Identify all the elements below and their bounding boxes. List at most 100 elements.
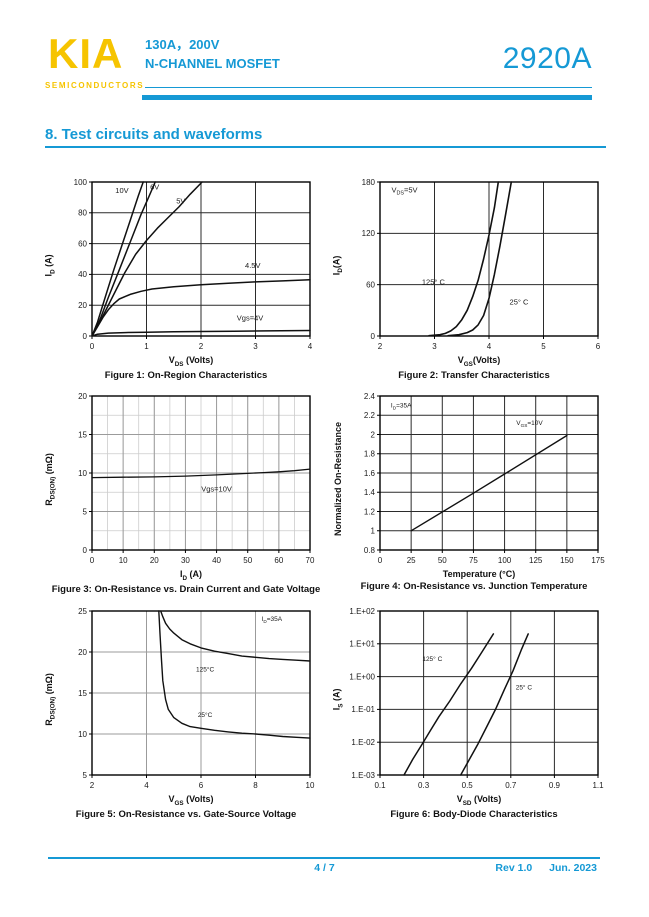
series-125-c [160,610,311,662]
x-tick-label: 75 [469,556,478,565]
y-tick-label: 20 [78,301,87,310]
curve-label-i-d-35a: ID=35A [262,616,283,624]
y-tick-label: 40 [78,270,87,279]
x-tick-label: 50 [243,556,252,565]
y-tick-label: 0 [83,332,88,341]
y-tick-label: 60 [366,280,375,289]
x-tick-label: 1 [144,342,149,351]
x-tick-label: 10 [119,556,128,565]
series-vgs-4-5v [91,279,311,337]
x-tick-label: 4 [487,342,492,351]
figure-6-canvas: 0.1 0.3 0.5 0.7 0.9 1.1 1.E+02 1.E+01 1.E+00 1.E-… [349,607,604,790]
x-tick-label: 0.1 [374,781,386,790]
y-tick-label: 1.2 [364,507,376,516]
kia-logo-subtitle: SEMICONDUCTORS [45,81,145,90]
figure-4-y-axis-text: Normalized On-Resistance [333,421,344,537]
x-tick-label: 0.3 [418,781,430,790]
figure-6-caption: Figure 6: Body-Diode Characteristics [390,808,558,820]
y-tick-label: 10 [78,730,87,739]
figure-5-x-axis-label: VGS (Volts) [168,794,214,807]
section-title: 8. Test circuits and waveforms [45,126,263,143]
series-vgs-5v [91,181,203,337]
x-tick-label: 2 [199,342,204,351]
figure-3-x-axis-label: ID (A) [179,569,203,582]
y-tick-label: 1.E-02 [351,738,375,747]
part-number: 2920A [502,42,592,75]
y-tick-label: 1 [371,527,376,536]
revision-date: Jun. 2023 [549,862,597,874]
y-tick-label: 180 [362,178,376,187]
x-tick-label: 50 [438,556,447,565]
figure-4-canvas: 0 25 50 75 100 125 150 175 0.8 1 1.2 1.4 1.6 1.8 2 2.2 2… [364,392,605,565]
figure-2-x-axis-label: VGS(Volts) [457,355,501,368]
y-tick-label: 2 [371,430,376,439]
curve-label-6v: 6V [150,183,159,192]
y-tick-label: 2.2 [364,411,376,420]
series-normalized-rdson [410,434,568,532]
figure-5-y-axis-label: RDS(ON) (mΩ) [42,605,58,793]
x-tick-label: 6 [596,342,601,351]
curve-label-125-c: 125° C [422,655,442,663]
x-tick-label: 8 [253,781,258,790]
curve-label-4-5v: 4.5V [245,261,260,270]
figure-5-y-axis-text: RDS(ON) (mΩ) [43,672,57,726]
footer-rule [48,857,600,859]
x-tick-label: 4 [308,342,313,351]
figure-1: ID (A) 0 1 2 3 4 0 20 40 60 80 100 10V 6V 5V 4.5V Vgs=4… [42,176,324,381]
figure-2: ID(A) 2 3 4 5 6 0 60 120 180 VDS=5V 125° C 25° C VG… [330,176,612,381]
x-tick-label: 0 [90,342,95,351]
series-vgs-10v [91,181,144,337]
x-tick-label: 30 [181,556,190,565]
x-tick-label: 0.5 [462,781,474,790]
figure-3-plot: 0 10 20 30 40 50 60 70 0 5 10 15 20 Vgs=10V [58,390,318,568]
revision-info: Rev 1.0 Jun. 2023 [495,862,597,874]
x-tick-label: 0.7 [505,781,517,790]
figure-1-x-axis-label: VDS (Volts) [168,355,214,368]
figure-5-plot: 2 4 6 8 10 5 10 15 20 25 ID=35A 125°C 25°C [58,605,318,793]
series-vgs-4v [91,329,311,337]
y-tick-label: 0 [371,332,376,341]
header-rule-thin [145,87,592,88]
figure-1-y-axis-label: ID (A) [42,176,58,354]
figure-4-caption: Figure 4: On-Resistance vs. Junction Tem… [360,581,588,592]
y-tick-label: 120 [362,229,376,238]
x-tick-label: 25 [407,556,416,565]
series-25-c [447,181,513,337]
curve-label-25-c: 25° C [510,297,529,306]
x-tick-label: 2 [378,342,383,351]
figure-2-plot: 2 3 4 5 6 0 60 120 180 VDS=5V 125° C 25° C [346,176,606,354]
figure-6-plot-border [379,610,599,776]
y-tick-label: 0 [83,546,88,555]
figure-3-y-axis-label: RDS(ON) (mΩ) [42,390,58,568]
y-tick-label: 60 [78,239,87,248]
figure-5-caption: Figure 5: On-Resistance vs. Gate-Source … [75,808,297,820]
page-number: 4 / 7 [314,862,335,874]
figure-3-plot-border [91,395,311,551]
device-rating: 130A，200V [145,37,220,52]
x-tick-label: 125 [529,556,543,565]
series-25-c [158,610,311,739]
y-tick-label: 1.4 [364,488,376,497]
x-tick-label: 70 [306,556,315,565]
revision-label: Rev 1.0 [495,862,533,874]
device-spec: 130A，200V N-CHANNEL MOSFET [145,36,280,74]
x-tick-label: 3 [253,342,258,351]
kia-logo: KIA [48,30,124,77]
series-25-c [459,633,529,776]
figure-4: Normalized On-Resistance 0 25 50 75 100 125 15… [330,390,612,592]
figure-5-canvas: 2 4 6 8 10 5 10 15 20 25 ID=35A 125°C 25°C [78,607,315,790]
y-tick-label: 20 [78,648,87,657]
y-tick-label: 1.E+00 [349,672,375,681]
figure-5-plot-border [91,610,311,776]
figure-6-y-axis-text: IS (A) [331,688,345,710]
figure-4-x-axis-label: Temperature (°C) [442,569,516,579]
figure-1-y-axis-text: ID (A) [43,253,57,277]
y-tick-label: 20 [78,392,87,401]
curve-label-vgs-10v: Vgs=10V [201,484,232,493]
y-tick-label: 1.6 [364,469,376,478]
curve-label-i-d-35a: ID=35A [391,403,412,411]
x-tick-label: 2 [90,781,95,790]
x-tick-label: 150 [560,556,574,565]
figure-1-plot-border [91,181,311,337]
